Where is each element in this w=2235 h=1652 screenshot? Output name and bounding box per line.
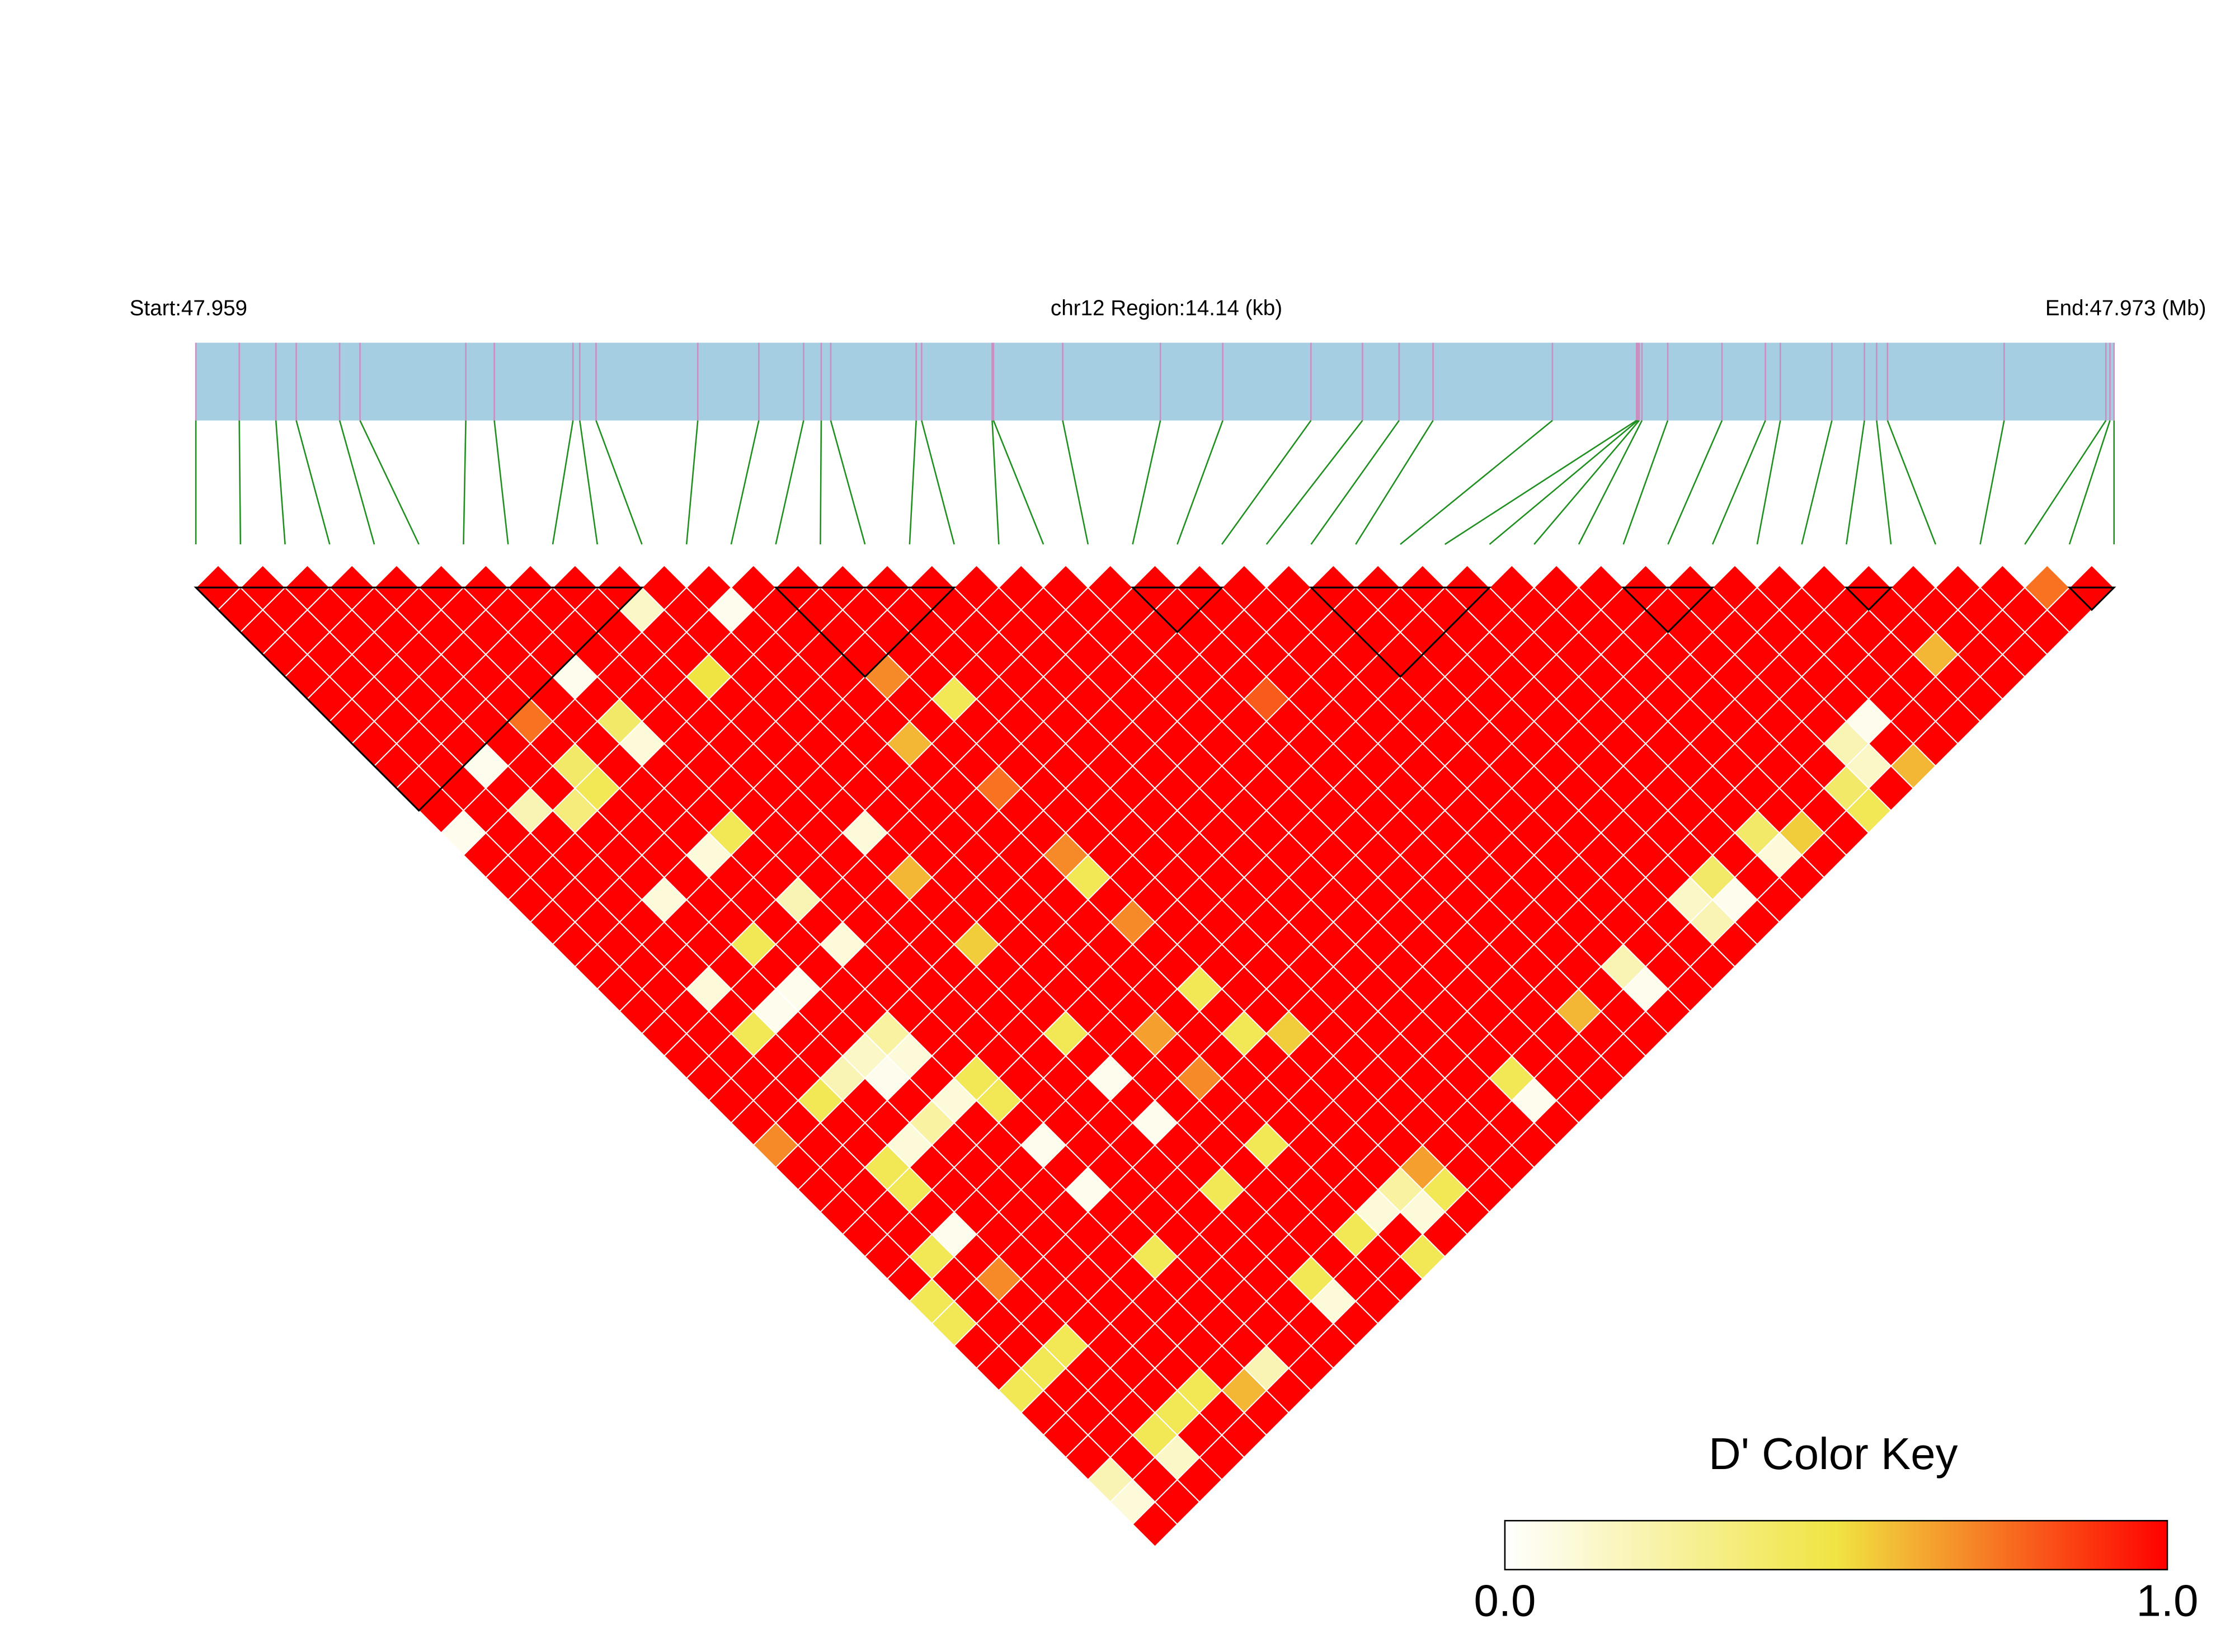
snp-connector bbox=[1062, 420, 1089, 545]
start-label: Start:47.959 bbox=[130, 296, 247, 321]
ld-block bbox=[1309, 586, 1492, 678]
snp-connector bbox=[1221, 420, 1312, 545]
snp-connector bbox=[238, 420, 242, 545]
snp-connector bbox=[493, 420, 509, 545]
snp-connector bbox=[295, 420, 331, 545]
snp-connector bbox=[1711, 420, 1766, 545]
snp-connector bbox=[359, 420, 420, 545]
ld-block bbox=[194, 586, 644, 812]
snp-connector bbox=[1801, 420, 1833, 545]
end-label: End:47.973 (Mb) bbox=[2045, 296, 2206, 321]
color-key-tick-label: 0.0 bbox=[1474, 1576, 1536, 1626]
snp-connector bbox=[991, 420, 1000, 545]
snp-connector bbox=[1177, 420, 1224, 545]
snp-connector bbox=[275, 420, 286, 545]
region-bar bbox=[196, 342, 2114, 421]
region-label: chr12 Region:14.14 (kb) bbox=[1051, 296, 1282, 321]
color-key-bar bbox=[1504, 1519, 2168, 1571]
snp-connector bbox=[338, 420, 375, 545]
ld-block bbox=[1130, 586, 1224, 634]
snp-connector bbox=[1400, 420, 1553, 545]
snp-connector bbox=[579, 420, 598, 545]
snp-connector bbox=[1756, 420, 1781, 545]
snp-connector bbox=[1265, 420, 1363, 545]
snp-connector bbox=[1444, 420, 1637, 545]
snp-connector bbox=[1132, 420, 1161, 545]
snp-connector bbox=[685, 420, 699, 545]
snp-connector bbox=[921, 420, 955, 545]
snp-connector bbox=[730, 420, 760, 545]
snp-connector bbox=[2068, 420, 2111, 545]
color-key-title: D' Color Key bbox=[1709, 1429, 1958, 1479]
snp-connector bbox=[1876, 420, 1892, 545]
snp-connector bbox=[830, 420, 866, 545]
snp-connector bbox=[992, 420, 1044, 545]
ld-block bbox=[773, 586, 957, 678]
snp-connector bbox=[2024, 420, 2107, 545]
snp-connector bbox=[1578, 420, 1643, 545]
ld-block bbox=[1844, 586, 1893, 611]
ld-block bbox=[2067, 586, 2116, 611]
color-key-tick-label: 1.0 bbox=[2137, 1576, 2199, 1626]
snp-connector bbox=[820, 420, 822, 545]
snp-connector bbox=[1622, 420, 1669, 545]
snp-connector bbox=[552, 420, 574, 545]
snp-connector bbox=[1979, 420, 2005, 545]
snp-connector bbox=[1667, 420, 1723, 545]
snp-connector bbox=[775, 420, 804, 545]
snp-connector bbox=[1846, 420, 1865, 545]
snp-connector bbox=[909, 420, 917, 545]
snp-connector bbox=[1355, 420, 1434, 545]
snp-connector bbox=[463, 420, 467, 545]
ld-block bbox=[1621, 586, 1715, 634]
snp-connector bbox=[1489, 420, 1639, 545]
snp-connector bbox=[1886, 420, 1937, 545]
snp-connector bbox=[1310, 420, 1400, 545]
snp-connector bbox=[595, 420, 643, 545]
snp-connector bbox=[1533, 420, 1640, 545]
